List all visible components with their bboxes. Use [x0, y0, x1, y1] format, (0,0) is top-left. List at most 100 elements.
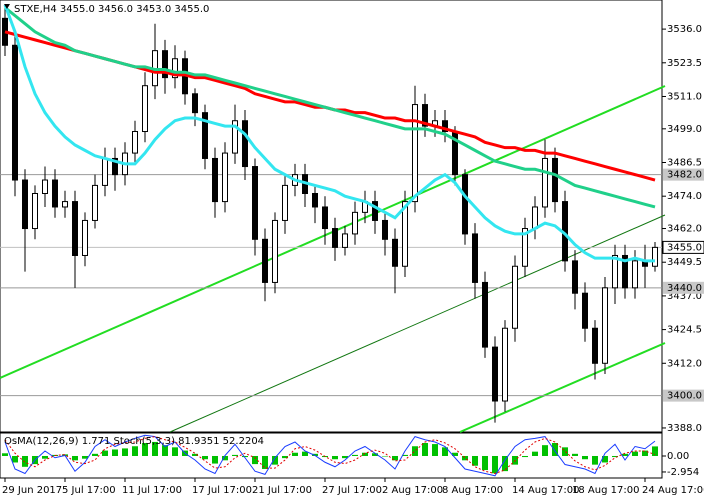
osma-bar — [492, 455, 498, 474]
candle-body — [412, 104, 418, 203]
candle-body — [582, 292, 588, 329]
candle-body — [32, 192, 38, 230]
plot — [0, 4, 662, 477]
candle-body — [462, 174, 468, 235]
moving-average — [3, 4, 655, 263]
candle-body — [342, 233, 348, 248]
candle-body — [162, 50, 168, 79]
osma-bar — [392, 455, 398, 461]
osma-bar — [242, 455, 248, 458]
x-tick-label: 14 Aug 17:00 — [512, 485, 579, 496]
candle-body — [382, 219, 388, 240]
osma-bar — [302, 451, 308, 456]
osma-bar — [582, 455, 588, 460]
osma-bar — [112, 449, 118, 456]
x-tick-label: 21 Jul 17:00 — [252, 485, 312, 496]
osma-bar — [202, 455, 208, 460]
osma-bar — [312, 453, 318, 456]
osma-bar — [272, 455, 278, 465]
candle-body — [52, 179, 58, 208]
osma-bar — [442, 447, 448, 456]
candle-body — [402, 201, 408, 267]
osma-bar — [622, 453, 628, 456]
stoch-signal — [4, 436, 656, 475]
indicator-plot — [2, 434, 658, 477]
x-tick-label: 5 Jul 17:00 — [62, 485, 116, 496]
candle-body — [472, 233, 478, 283]
y-tick-label: 3536.0 — [667, 24, 702, 35]
candle-body — [272, 219, 278, 283]
candle-body — [102, 157, 108, 186]
osma-bar — [602, 455, 608, 463]
main-panel — [0, 0, 663, 433]
x-tick-label: 2 Aug 17:00 — [382, 485, 443, 496]
x-tick-label: 8 Aug 17:00 — [442, 485, 503, 496]
osma-bar — [162, 445, 168, 456]
osma-bar — [212, 455, 218, 464]
candle-body — [92, 184, 98, 221]
candle-body — [392, 238, 398, 267]
osma-bar — [412, 446, 418, 456]
osma-bar — [352, 454, 358, 456]
candle-body — [132, 131, 138, 154]
level-label: 3482.0 — [667, 170, 702, 181]
osma-bar — [652, 446, 658, 456]
osma-bar — [282, 455, 288, 459]
level-label-box — [663, 389, 704, 402]
osma-bar — [2, 453, 8, 456]
y-tick-label: 3499.0 — [667, 124, 702, 135]
osma-bar — [642, 450, 648, 456]
candle-body — [222, 152, 228, 203]
osma-bar — [572, 453, 578, 456]
osma-bar — [82, 455, 88, 459]
y-tick-label: 3486.5 — [667, 158, 702, 169]
osma-bar — [262, 455, 268, 469]
level-label: 3440.0 — [667, 283, 702, 294]
candle-body — [312, 192, 318, 208]
osma-bar — [152, 441, 158, 456]
osma-bar — [502, 455, 508, 472]
osma-bar — [482, 455, 488, 471]
y-tick-label: 3437.0 — [667, 291, 702, 302]
x-tick-label: 29 Jun 2017 — [2, 485, 62, 496]
candle-body — [332, 228, 338, 248]
candle-body — [622, 254, 628, 289]
osma-bar — [72, 455, 78, 461]
x-tick-label: 27 Jul 17:00 — [322, 485, 382, 496]
y-tick-label: 3449.5 — [667, 257, 702, 268]
candle-body — [252, 166, 258, 240]
y2-tick-label: 0.00 — [667, 451, 689, 462]
level-label: 3400.0 — [667, 391, 702, 402]
candle-body — [22, 179, 28, 230]
moving-average — [4, 6, 656, 209]
candle-body — [72, 201, 78, 256]
last-price-label: 3455.0 — [667, 242, 702, 253]
candle-body — [422, 104, 428, 127]
candle-body — [572, 260, 578, 294]
osma-bar — [612, 455, 618, 458]
channel-lower — [459, 342, 666, 433]
candle-body — [602, 287, 608, 364]
candle-body — [322, 206, 328, 230]
osma-bar — [192, 453, 198, 456]
level-label-box — [663, 168, 704, 181]
candle-body — [62, 201, 68, 208]
osma-bar — [632, 451, 638, 456]
candle-body — [212, 157, 218, 203]
candle-body — [532, 206, 538, 230]
osma-bar — [222, 455, 228, 461]
osma-bar — [22, 455, 28, 467]
x-tick-label: 11 Jul 17:00 — [122, 485, 182, 496]
candle-body — [262, 238, 268, 283]
candle-body — [42, 179, 48, 194]
symbol-icon — [4, 4, 10, 9]
y-tick-label: 3523.5 — [667, 58, 702, 69]
candle-body — [12, 44, 18, 181]
level-label-box — [663, 281, 704, 294]
osma-bar — [532, 451, 538, 456]
candle-body — [372, 201, 378, 221]
candle-body — [442, 120, 448, 133]
osma-bar — [342, 455, 348, 459]
osma-bar — [522, 455, 528, 458]
candle-body — [282, 184, 288, 221]
